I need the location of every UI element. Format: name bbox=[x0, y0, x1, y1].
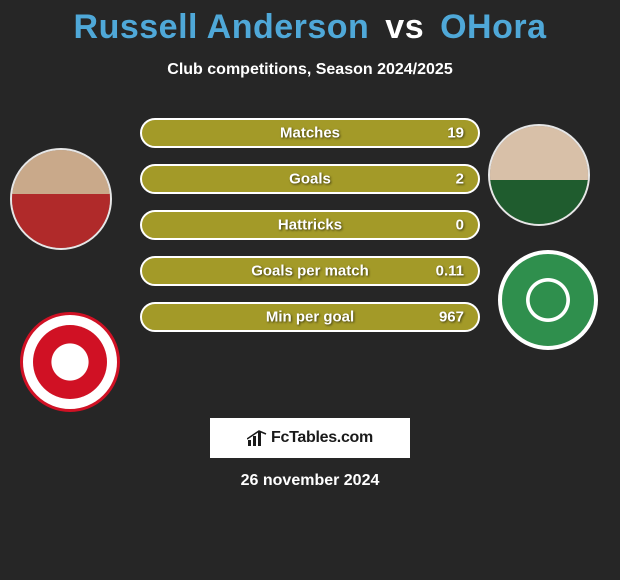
stat-value: 2 bbox=[456, 171, 464, 188]
player2-club-badge bbox=[498, 250, 598, 350]
comparison-title: Russell Anderson vs OHora bbox=[0, 0, 620, 47]
stat-label: Goals per match bbox=[251, 263, 369, 280]
subtitle: Club competitions, Season 2024/2025 bbox=[0, 61, 620, 79]
player1-name: Russell Anderson bbox=[74, 8, 370, 46]
stat-value: 0.11 bbox=[436, 263, 464, 280]
stat-bar-hattricks: Hattricks 0 bbox=[140, 210, 480, 240]
stat-label: Goals bbox=[289, 171, 331, 188]
stat-value: 0 bbox=[456, 217, 464, 234]
player2-avatar-placeholder bbox=[490, 126, 588, 224]
stat-bar-matches: Matches 19 bbox=[140, 118, 480, 148]
stat-label: Min per goal bbox=[266, 309, 354, 326]
stat-bars: Matches 19 Goals 2 Hattricks 0 Goals per… bbox=[140, 118, 480, 348]
stat-label: Hattricks bbox=[278, 217, 342, 234]
comparison-date: 26 november 2024 bbox=[0, 472, 620, 490]
watermark-text: FcTables.com bbox=[271, 429, 373, 447]
player2-avatar bbox=[488, 124, 590, 226]
stat-bar-goals-per-match: Goals per match 0.11 bbox=[140, 256, 480, 286]
stat-bar-min-per-goal: Min per goal 967 bbox=[140, 302, 480, 332]
stat-value: 19 bbox=[447, 125, 464, 142]
player2-name: OHora bbox=[440, 8, 546, 46]
player1-club-badge bbox=[20, 312, 120, 412]
watermark: FcTables.com bbox=[210, 418, 410, 458]
stat-value: 967 bbox=[439, 309, 464, 326]
stat-bar-goals: Goals 2 bbox=[140, 164, 480, 194]
player1-avatar-placeholder bbox=[12, 150, 110, 248]
chart-icon bbox=[247, 430, 267, 446]
stat-label: Matches bbox=[280, 125, 340, 142]
player1-avatar bbox=[10, 148, 112, 250]
vs-text: vs bbox=[385, 8, 424, 46]
